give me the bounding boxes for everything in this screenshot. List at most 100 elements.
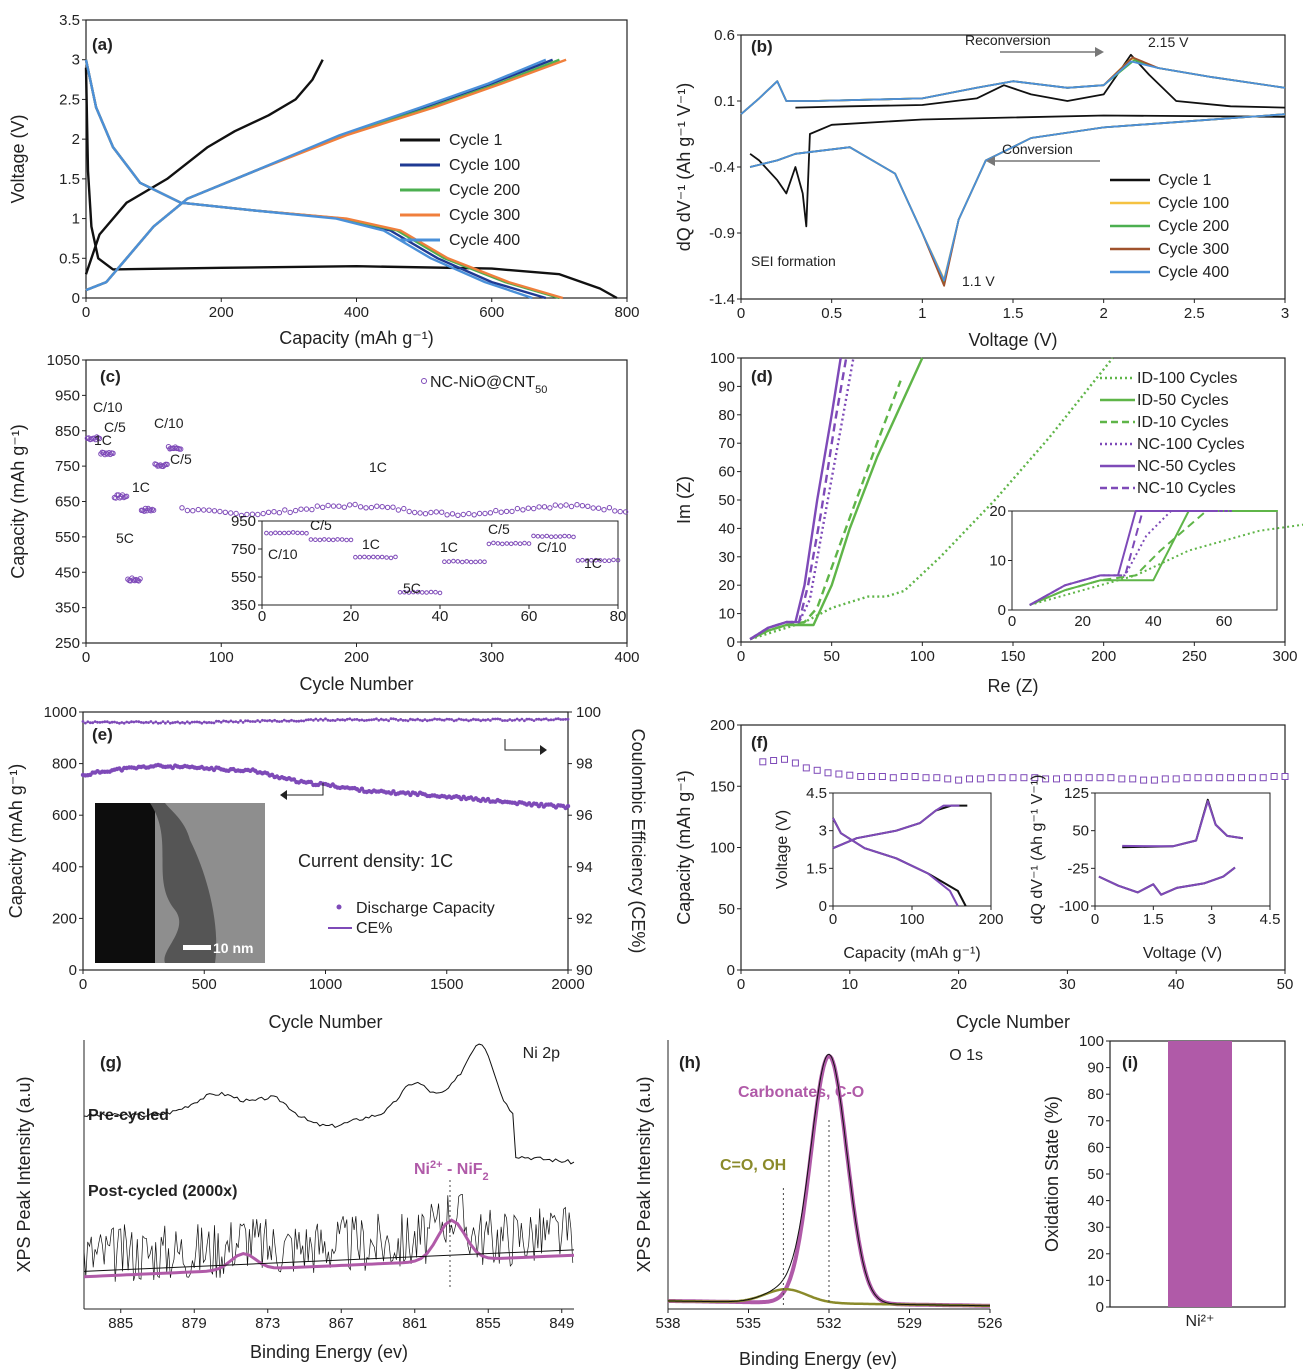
ce-point [207,721,211,724]
ce-point [178,721,182,725]
data-point [265,509,272,515]
ce-point [552,718,555,722]
data-point [195,506,202,513]
y-axis-title: XPS Peak Intensity (a.u) [634,1076,654,1272]
legend-label: Cycle 200 [449,182,520,199]
inset-oxidation-1 [1122,800,1243,848]
ce-point [372,718,376,721]
anodic-curve-1 [740,57,1286,115]
x-tick-label: 1500 [430,976,463,993]
ce-point [455,718,458,722]
inset-data-point [371,554,376,560]
x-tick-label: 849 [549,1315,574,1332]
y-axis-title: Oxidation State (%) [1042,1096,1062,1252]
ce-point [435,718,439,721]
y-tick-label: 80 [1087,1086,1104,1103]
data-point [911,773,919,780]
data-point [137,576,143,582]
data-point [1053,775,1060,783]
ce-point [198,720,201,724]
ce-point [147,721,150,724]
data-point [601,507,607,513]
legend-marker [336,904,342,910]
inset-rate-label: C/10 [268,546,298,562]
ce-point [215,719,218,723]
anodic-curve-0 [795,53,1286,109]
ce-point [164,721,167,725]
ce-point [537,717,541,721]
inset-data-point [491,540,496,546]
ce-point [343,718,347,722]
rate-label: 1C [132,479,150,495]
data-point [781,755,788,763]
y-tick-label: 100 [710,350,735,367]
ce-point [234,720,238,723]
y-tick-label: 2.5 [59,91,80,108]
y-axis-title: Capacity (mAh g⁻¹) [6,764,26,919]
rate-label: C/5 [104,419,126,435]
peak-label: C=O, OH [720,1157,786,1174]
ce-point [295,719,298,723]
y-tick-label: -0.9 [709,225,735,242]
y-tick-label: 70 [1087,1113,1104,1130]
data-point [966,775,973,783]
inset-nyquist-curve-2 [1029,510,1278,606]
ce-point [231,720,235,724]
data-point [206,507,212,513]
inset-data-point [544,533,550,539]
inset-data-point [304,531,309,536]
data-point [922,774,930,782]
inset-data-point [282,530,287,536]
inset-data-point [317,537,323,543]
data-point [449,511,456,517]
y-tick-label: 0 [72,290,80,307]
x-tick-label: 3 [1281,305,1289,322]
data-point [357,504,364,510]
data-point [1140,776,1148,784]
data-point [352,501,358,508]
data-point [568,503,575,510]
ce-point [278,720,281,723]
x-tick-label: 529 [897,1315,922,1332]
y-tick-label: 850 [55,423,80,440]
panel-label: (i) [1122,1053,1138,1072]
inset-data-point [562,533,567,539]
ce-point [353,718,356,721]
y-axis-title: Im (Z) [674,476,694,524]
ce-point [190,720,194,724]
curve-label: Post-cycled (2000x) [88,1183,237,1200]
ce-point [508,718,512,721]
ce-point [132,720,136,724]
ce-point [486,718,490,721]
ce-point [358,718,361,722]
inset-data-point [495,541,501,546]
inset-data-point [424,590,429,595]
panel-a: 0 200 400 600 800 0 0.5 1 1.5 2 2.5 3 3.5 Capacity (m… [8,12,640,348]
data-point [390,504,396,510]
inset-data-point [606,558,612,564]
ce-point [428,718,432,722]
inset-data-point [339,537,345,542]
inset-data-point [357,554,363,560]
panel-g: 885 879 873 867 861 855 849 Binding Energy (ev)… [14,1040,574,1362]
inset-data-point [580,557,585,563]
ce-point [329,719,332,722]
ce-point [156,721,160,725]
ce-point [173,721,177,724]
ce-point [244,719,247,723]
ce-point [261,718,264,722]
data-point [824,769,832,777]
inset-data-point [442,559,447,565]
data-point [401,505,407,512]
data-point [341,504,347,510]
inset-x-tick-label: 20 [1074,613,1091,630]
panel-h: 538 535 532 529 526 Binding Energy (ev) XPS Pe… [634,1040,1003,1369]
data-point [612,508,618,514]
data-point [1074,774,1082,782]
ce-point [331,718,335,722]
ce-point [404,718,407,722]
inset-y-tick-label: 350 [231,597,256,614]
inset-rate-label: 5C [403,580,421,596]
ce-point [450,718,453,721]
